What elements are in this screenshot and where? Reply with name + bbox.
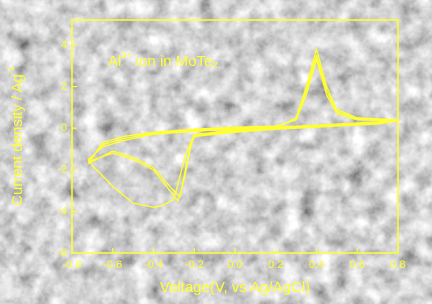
y-label-part: Current density / Ag bbox=[9, 74, 26, 206]
x-tick-label: 0.4 bbox=[309, 259, 324, 271]
y-tick-label: 4 bbox=[61, 39, 67, 51]
y-axis-label: Current density / Ag-1 bbox=[6, 66, 26, 206]
y-tick-label: 0 bbox=[61, 122, 67, 134]
annotation-part: Al bbox=[108, 53, 121, 70]
chart: Al3+ ion in MoTe2 Voltage(V, vs Ag/AgCl)… bbox=[0, 0, 432, 304]
x-tick-label: -0.2 bbox=[185, 259, 204, 271]
x-tick-label: -0.6 bbox=[103, 259, 122, 271]
x-tick-label: -0.4 bbox=[144, 259, 163, 271]
x-tick-label: 0.0 bbox=[227, 259, 242, 271]
y-tick-label: -2 bbox=[57, 164, 67, 176]
annotation-part: 2 bbox=[212, 60, 217, 70]
x-tick-label: 0.8 bbox=[390, 259, 405, 271]
annotation-part: ion in MoTe bbox=[132, 53, 213, 70]
y-tick-label: -4 bbox=[57, 205, 67, 217]
x-tick-label: 0.2 bbox=[268, 259, 283, 271]
annotation-part: 3+ bbox=[121, 50, 131, 60]
x-axis-label: Voltage(V, vs Ag/AgCl) bbox=[160, 279, 310, 296]
y-label-part: -1 bbox=[6, 66, 16, 74]
y-tick-label: -6 bbox=[57, 247, 67, 259]
y-tick-label: 2 bbox=[61, 80, 67, 92]
x-tick-label: 0.6 bbox=[350, 259, 365, 271]
x-tick-label: -0.8 bbox=[63, 259, 82, 271]
